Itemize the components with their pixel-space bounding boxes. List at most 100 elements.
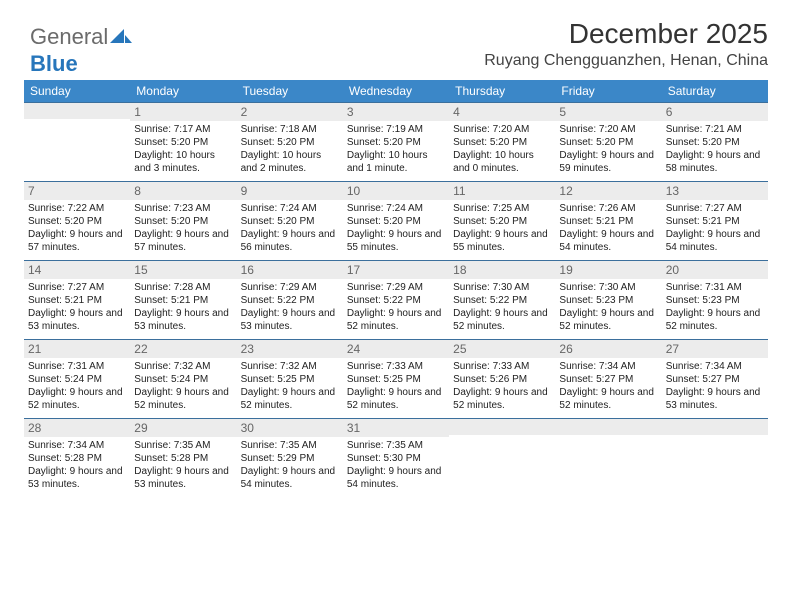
day-info: Sunrise: 7:33 AMSunset: 5:26 PMDaylight:…	[453, 360, 551, 412]
sunset-text: Sunset: 5:21 PM	[559, 215, 657, 228]
daylight-text: Daylight: 9 hours and 54 minutes.	[559, 228, 657, 254]
sunset-text: Sunset: 5:28 PM	[134, 452, 232, 465]
calendar-cell: 5 Sunrise: 7:20 AMSunset: 5:20 PMDaylight…	[555, 102, 661, 181]
day-number: 20	[662, 261, 768, 279]
sunrise-text: Sunrise: 7:33 AM	[347, 360, 445, 373]
day-number: 7	[24, 182, 130, 200]
daylight-text: Daylight: 10 hours and 1 minute.	[347, 149, 445, 175]
daylight-text: Daylight: 9 hours and 55 minutes.	[453, 228, 551, 254]
calendar-cell: 19Sunrise: 7:30 AMSunset: 5:23 PMDayligh…	[555, 260, 661, 339]
day-info: Sunrise: 7:32 AMSunset: 5:24 PMDaylight:…	[134, 360, 232, 412]
sunset-text: Sunset: 5:20 PM	[347, 215, 445, 228]
calendar-cell: 29Sunrise: 7:35 AMSunset: 5:28 PMDayligh…	[130, 418, 236, 497]
location-label: Ruyang Chengguanzhen, Henan, China	[24, 52, 768, 70]
daylight-text: Daylight: 9 hours and 53 minutes.	[28, 465, 126, 491]
calendar-cell: 21Sunrise: 7:31 AMSunset: 5:24 PMDayligh…	[24, 339, 130, 418]
calendar-cell: 18Sunrise: 7:30 AMSunset: 5:22 PMDayligh…	[449, 260, 555, 339]
sunrise-text: Sunrise: 7:25 AM	[453, 202, 551, 215]
calendar-cell	[449, 418, 555, 497]
sunrise-text: Sunrise: 7:31 AM	[666, 281, 764, 294]
calendar-cell: 9Sunrise: 7:24 AMSunset: 5:20 PMDaylight…	[237, 181, 343, 260]
daylight-text: Daylight: 9 hours and 52 minutes.	[559, 307, 657, 333]
day-info: Sunrise: 7:34 AMSunset: 5:27 PMDaylight:…	[666, 360, 764, 412]
day-number	[24, 103, 130, 119]
calendar-cell: 15Sunrise: 7:28 AMSunset: 5:21 PMDayligh…	[130, 260, 236, 339]
day-number: 2	[237, 103, 343, 121]
calendar-grid: SundayMondayTuesdayWednesdayThursdayFrid…	[24, 80, 768, 497]
sunrise-text: Sunrise: 7:29 AM	[241, 281, 339, 294]
sunset-text: Sunset: 5:20 PM	[453, 136, 551, 149]
day-info: Sunrise: 7:33 AMSunset: 5:25 PMDaylight:…	[347, 360, 445, 412]
sunset-text: Sunset: 5:20 PM	[347, 136, 445, 149]
sunrise-text: Sunrise: 7:35 AM	[134, 439, 232, 452]
day-number: 3	[343, 103, 449, 121]
daylight-text: Daylight: 9 hours and 57 minutes.	[134, 228, 232, 254]
day-info: Sunrise: 7:34 AMSunset: 5:28 PMDaylight:…	[28, 439, 126, 491]
sunrise-text: Sunrise: 7:32 AM	[241, 360, 339, 373]
weekday-header: Sunday	[24, 80, 130, 102]
day-info: Sunrise: 7:31 AMSunset: 5:24 PMDaylight:…	[28, 360, 126, 412]
calendar-cell: 20Sunrise: 7:31 AMSunset: 5:23 PMDayligh…	[662, 260, 768, 339]
daylight-text: Daylight: 9 hours and 52 minutes.	[134, 386, 232, 412]
day-number: 26	[555, 340, 661, 358]
sunset-text: Sunset: 5:24 PM	[28, 373, 126, 386]
daylight-text: Daylight: 9 hours and 57 minutes.	[28, 228, 126, 254]
calendar-cell: 14 Sunrise: 7:27 AMSunset: 5:21 PMDayligh…	[24, 260, 130, 339]
day-number: 9	[237, 182, 343, 200]
calendar-cell: 28Sunrise: 7:34 AMSunset: 5:28 PMDayligh…	[24, 418, 130, 497]
calendar-cell: 22Sunrise: 7:32 AMSunset: 5:24 PMDayligh…	[130, 339, 236, 418]
day-number: 15	[130, 261, 236, 279]
day-number: 1	[130, 103, 236, 121]
daylight-text: Daylight: 9 hours and 52 minutes.	[347, 307, 445, 333]
calendar-cell	[555, 418, 661, 497]
sunrise-text: Sunrise: 7:31 AM	[28, 360, 126, 373]
calendar-cell: 1Sunrise: 7:17 AMSunset: 5:20 PMDaylight…	[130, 102, 236, 181]
sunrise-text: Sunrise: 7:23 AM	[134, 202, 232, 215]
day-info: Sunrise: 7:19 AMSunset: 5:20 PMDaylight:…	[347, 123, 445, 175]
day-number: 14	[24, 261, 130, 279]
logo-sail-icon	[110, 25, 132, 51]
day-info: Sunrise: 7:25 AMSunset: 5:20 PMDaylight:…	[453, 202, 551, 254]
daylight-text: Daylight: 9 hours and 54 minutes.	[347, 465, 445, 491]
sunrise-text: Sunrise: 7:32 AM	[134, 360, 232, 373]
daylight-text: Daylight: 9 hours and 52 minutes.	[666, 307, 764, 333]
sunrise-text: Sunrise: 7:30 AM	[453, 281, 551, 294]
calendar-cell	[662, 418, 768, 497]
calendar-cell: 3 Sunrise: 7:19 AMSunset: 5:20 PMDaylight…	[343, 102, 449, 181]
day-number: 5	[555, 103, 661, 121]
calendar-cell: 12Sunrise: 7:26 AMSunset: 5:21 PMDayligh…	[555, 181, 661, 260]
day-info: Sunrise: 7:35 AMSunset: 5:30 PMDaylight:…	[347, 439, 445, 491]
brand-part2: Blue	[30, 51, 78, 76]
day-info: Sunrise: 7:27 AMSunset: 5:21 PMDaylight:…	[28, 281, 126, 333]
sunrise-text: Sunrise: 7:28 AM	[134, 281, 232, 294]
weekday-header: Tuesday	[237, 80, 343, 102]
sunset-text: Sunset: 5:20 PM	[28, 215, 126, 228]
sunrise-text: Sunrise: 7:20 AM	[559, 123, 657, 136]
sunset-text: Sunset: 5:20 PM	[241, 215, 339, 228]
sunrise-text: Sunrise: 7:22 AM	[28, 202, 126, 215]
day-number: 6	[662, 103, 768, 121]
daylight-text: Daylight: 10 hours and 0 minutes.	[453, 149, 551, 175]
daylight-text: Daylight: 9 hours and 52 minutes.	[559, 386, 657, 412]
calendar-cell: 7 Sunrise: 7:22 AMSunset: 5:20 PMDaylight…	[24, 181, 130, 260]
day-info: Sunrise: 7:27 AMSunset: 5:21 PMDaylight:…	[666, 202, 764, 254]
sunset-text: Sunset: 5:20 PM	[666, 136, 764, 149]
day-info: Sunrise: 7:29 AMSunset: 5:22 PMDaylight:…	[347, 281, 445, 333]
daylight-text: Daylight: 9 hours and 53 minutes.	[28, 307, 126, 333]
day-info: Sunrise: 7:23 AMSunset: 5:20 PMDaylight:…	[134, 202, 232, 254]
day-number: 31	[343, 419, 449, 437]
sunrise-text: Sunrise: 7:35 AM	[347, 439, 445, 452]
daylight-text: Daylight: 9 hours and 59 minutes.	[559, 149, 657, 175]
brand-logo: General Blue	[30, 24, 132, 77]
day-number: 4	[449, 103, 555, 121]
daylight-text: Daylight: 9 hours and 56 minutes.	[241, 228, 339, 254]
weekday-header: Monday	[130, 80, 236, 102]
sunset-text: Sunset: 5:26 PM	[453, 373, 551, 386]
sunset-text: Sunset: 5:20 PM	[559, 136, 657, 149]
calendar-cell: 24Sunrise: 7:33 AMSunset: 5:25 PMDayligh…	[343, 339, 449, 418]
day-info: Sunrise: 7:18 AMSunset: 5:20 PMDaylight:…	[241, 123, 339, 175]
daylight-text: Daylight: 9 hours and 52 minutes.	[28, 386, 126, 412]
sunrise-text: Sunrise: 7:24 AM	[347, 202, 445, 215]
day-number	[662, 419, 768, 435]
calendar-cell: 11Sunrise: 7:25 AMSunset: 5:20 PMDayligh…	[449, 181, 555, 260]
